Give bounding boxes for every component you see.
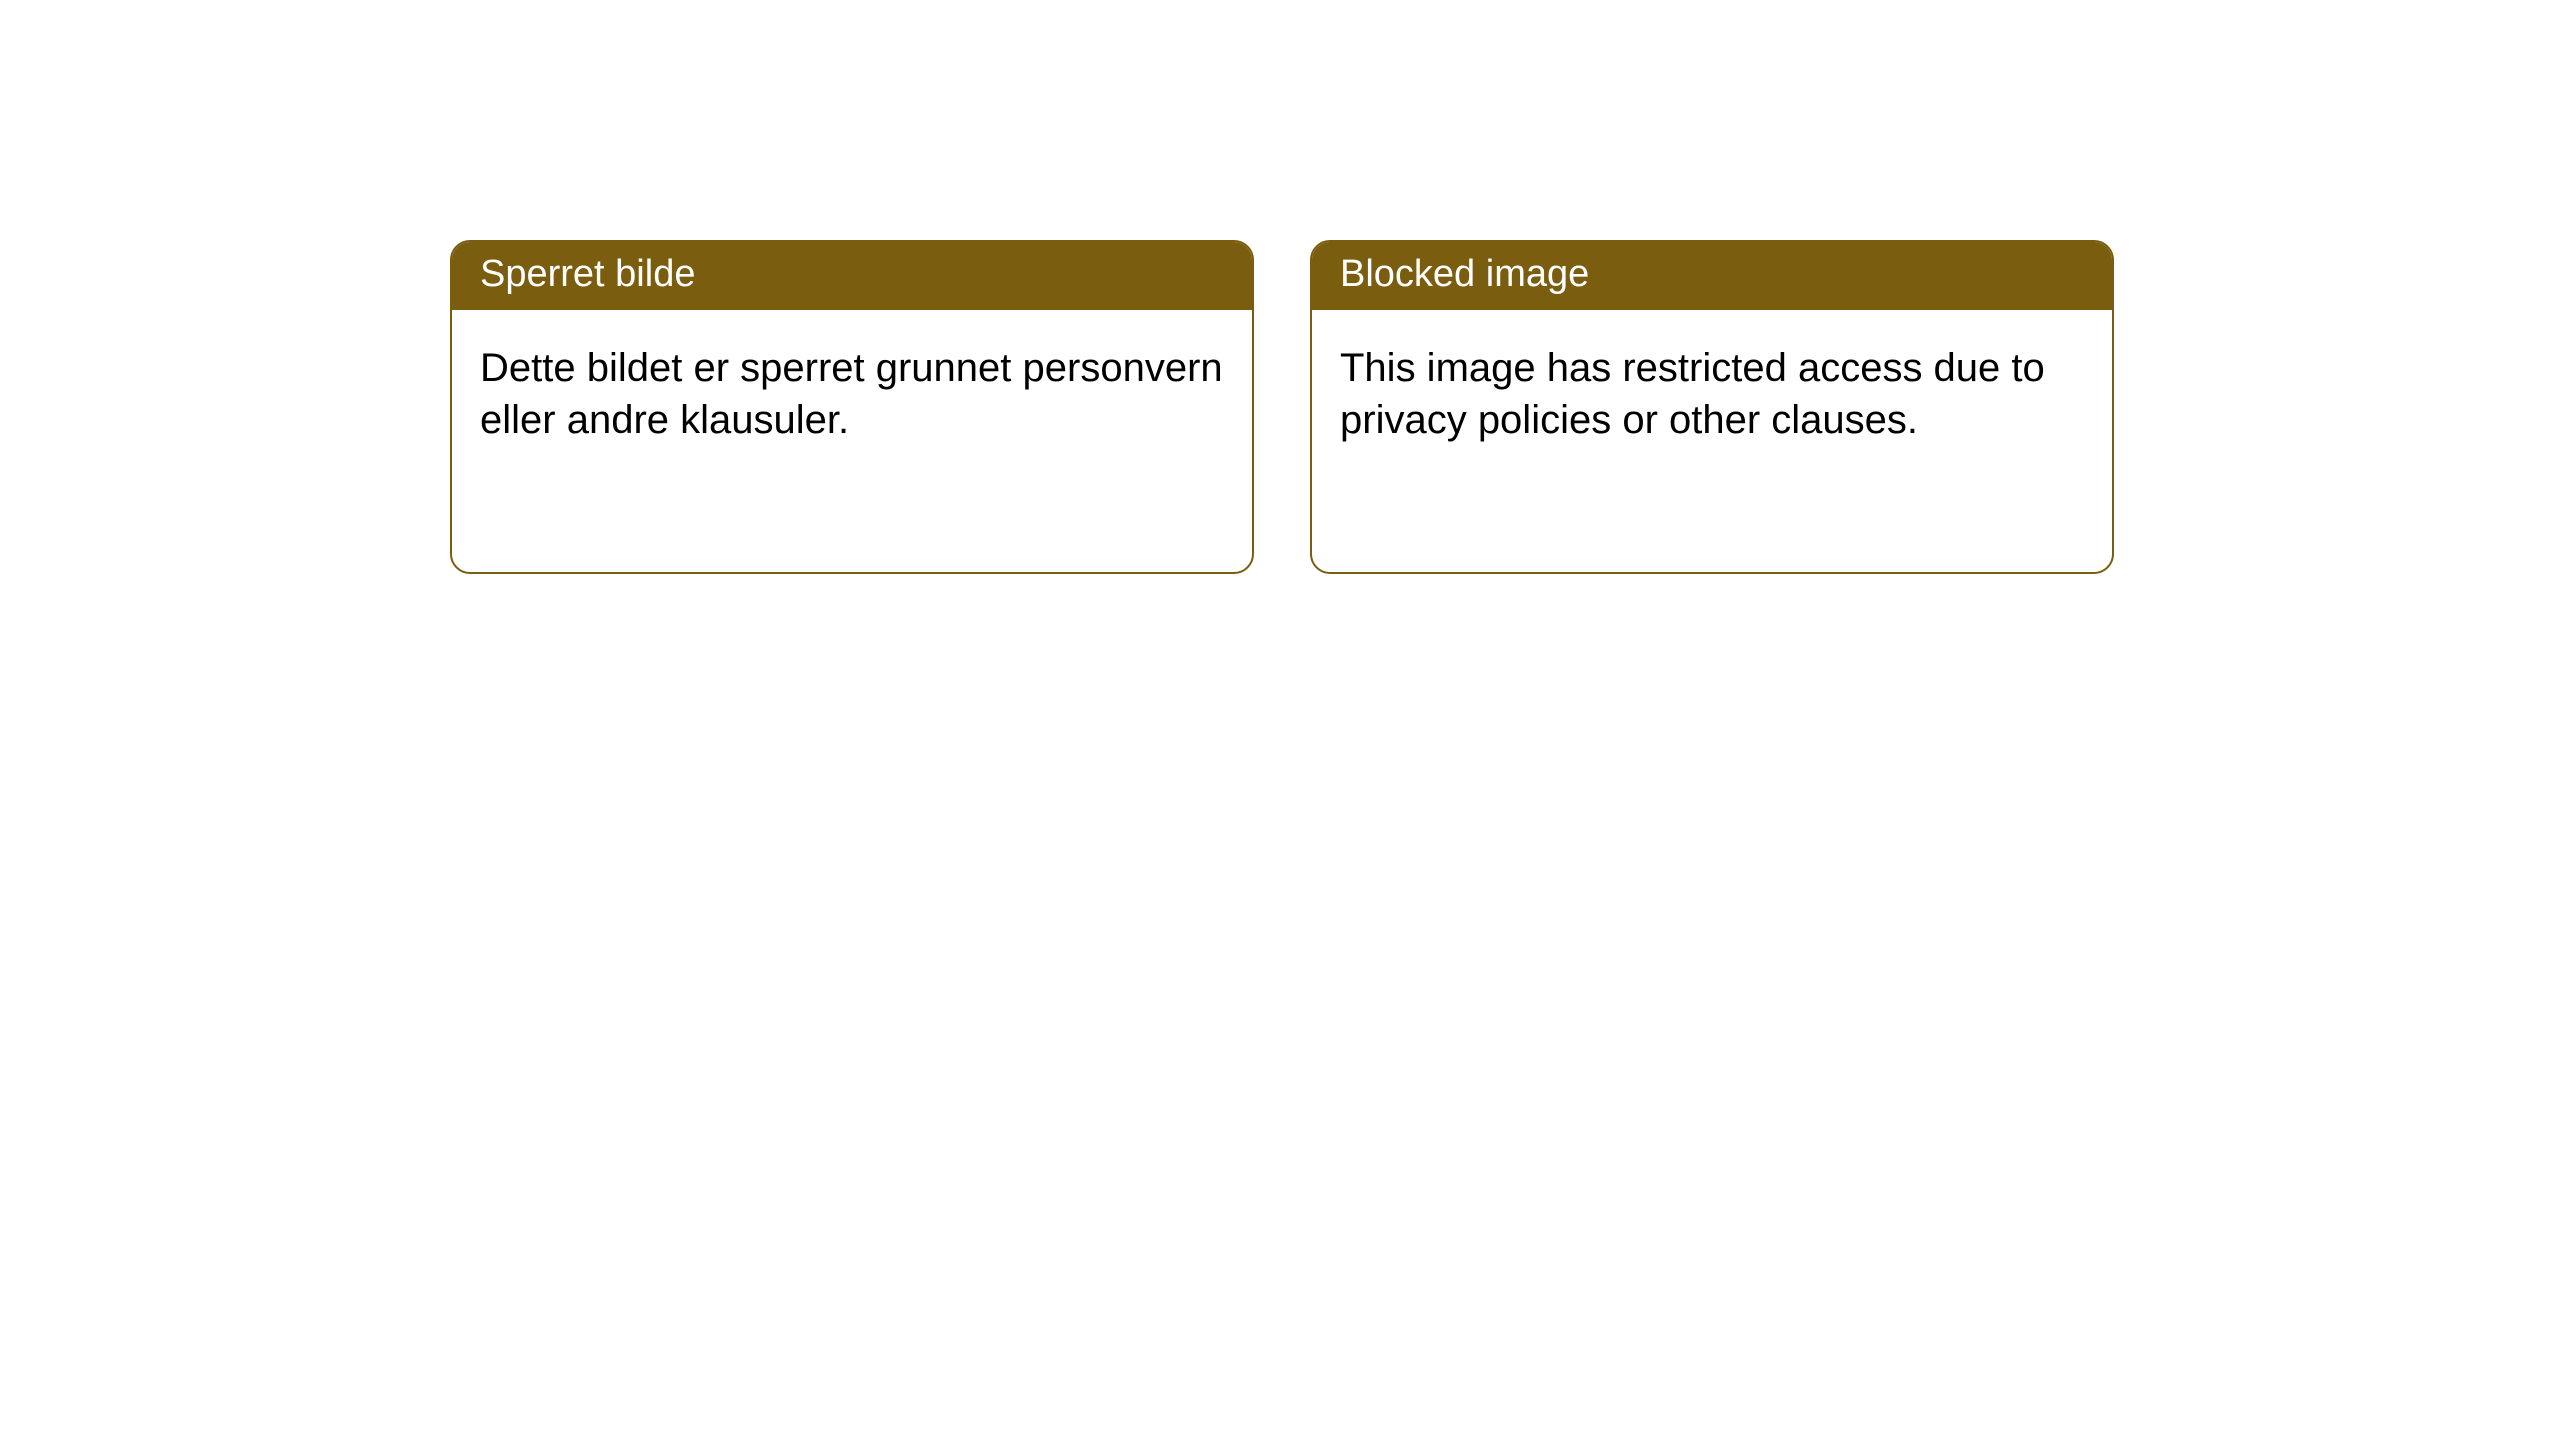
card-header: Sperret bilde bbox=[452, 242, 1252, 310]
blocked-image-card-no: Sperret bilde Dette bildet er sperret gr… bbox=[450, 240, 1254, 574]
card-body: This image has restricted access due to … bbox=[1312, 310, 2112, 478]
blocked-image-card-en: Blocked image This image has restricted … bbox=[1310, 240, 2114, 574]
notice-container: Sperret bilde Dette bildet er sperret gr… bbox=[0, 0, 2560, 574]
card-header: Blocked image bbox=[1312, 242, 2112, 310]
card-body: Dette bildet er sperret grunnet personve… bbox=[452, 310, 1252, 478]
